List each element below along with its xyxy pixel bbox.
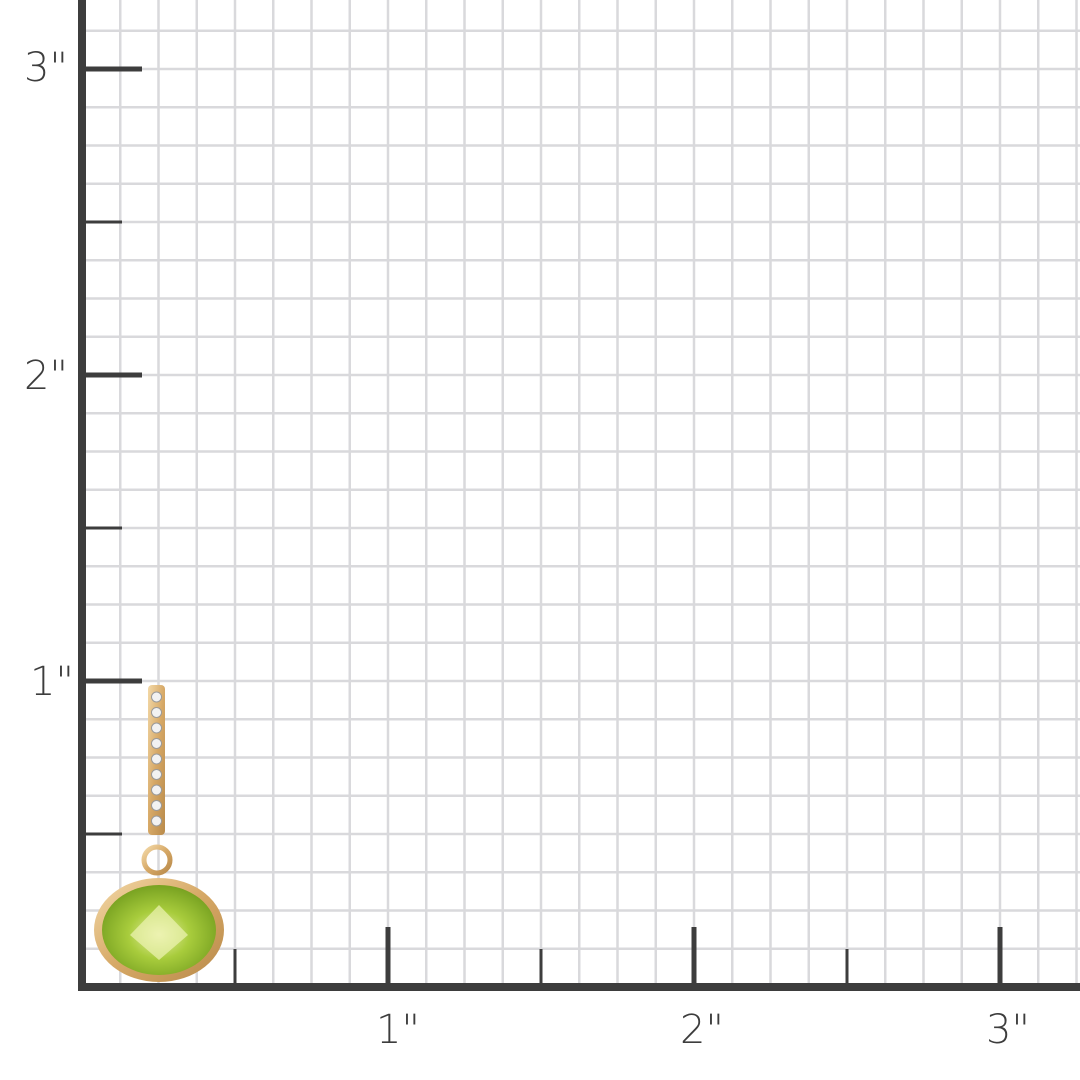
- x-label-1: 1": [376, 1007, 420, 1053]
- diamond: [151, 691, 162, 703]
- y-label-3: 3": [24, 45, 68, 91]
- earring-jump-ring: [141, 844, 173, 876]
- stone-facet: [130, 905, 188, 960]
- diamond: [151, 753, 162, 765]
- x-label-3: 3": [986, 1007, 1030, 1053]
- diamond: [151, 722, 162, 734]
- diamond: [151, 738, 162, 749]
- diamond: [151, 815, 162, 827]
- diamond: [151, 769, 162, 780]
- diamond-row: [151, 691, 162, 827]
- diamond: [151, 784, 162, 796]
- x-label-2: 2": [680, 1007, 724, 1053]
- diamond: [151, 707, 162, 718]
- diamond: [151, 800, 162, 811]
- y-label-2: 2": [24, 353, 68, 399]
- y-label-1: 1": [30, 659, 74, 705]
